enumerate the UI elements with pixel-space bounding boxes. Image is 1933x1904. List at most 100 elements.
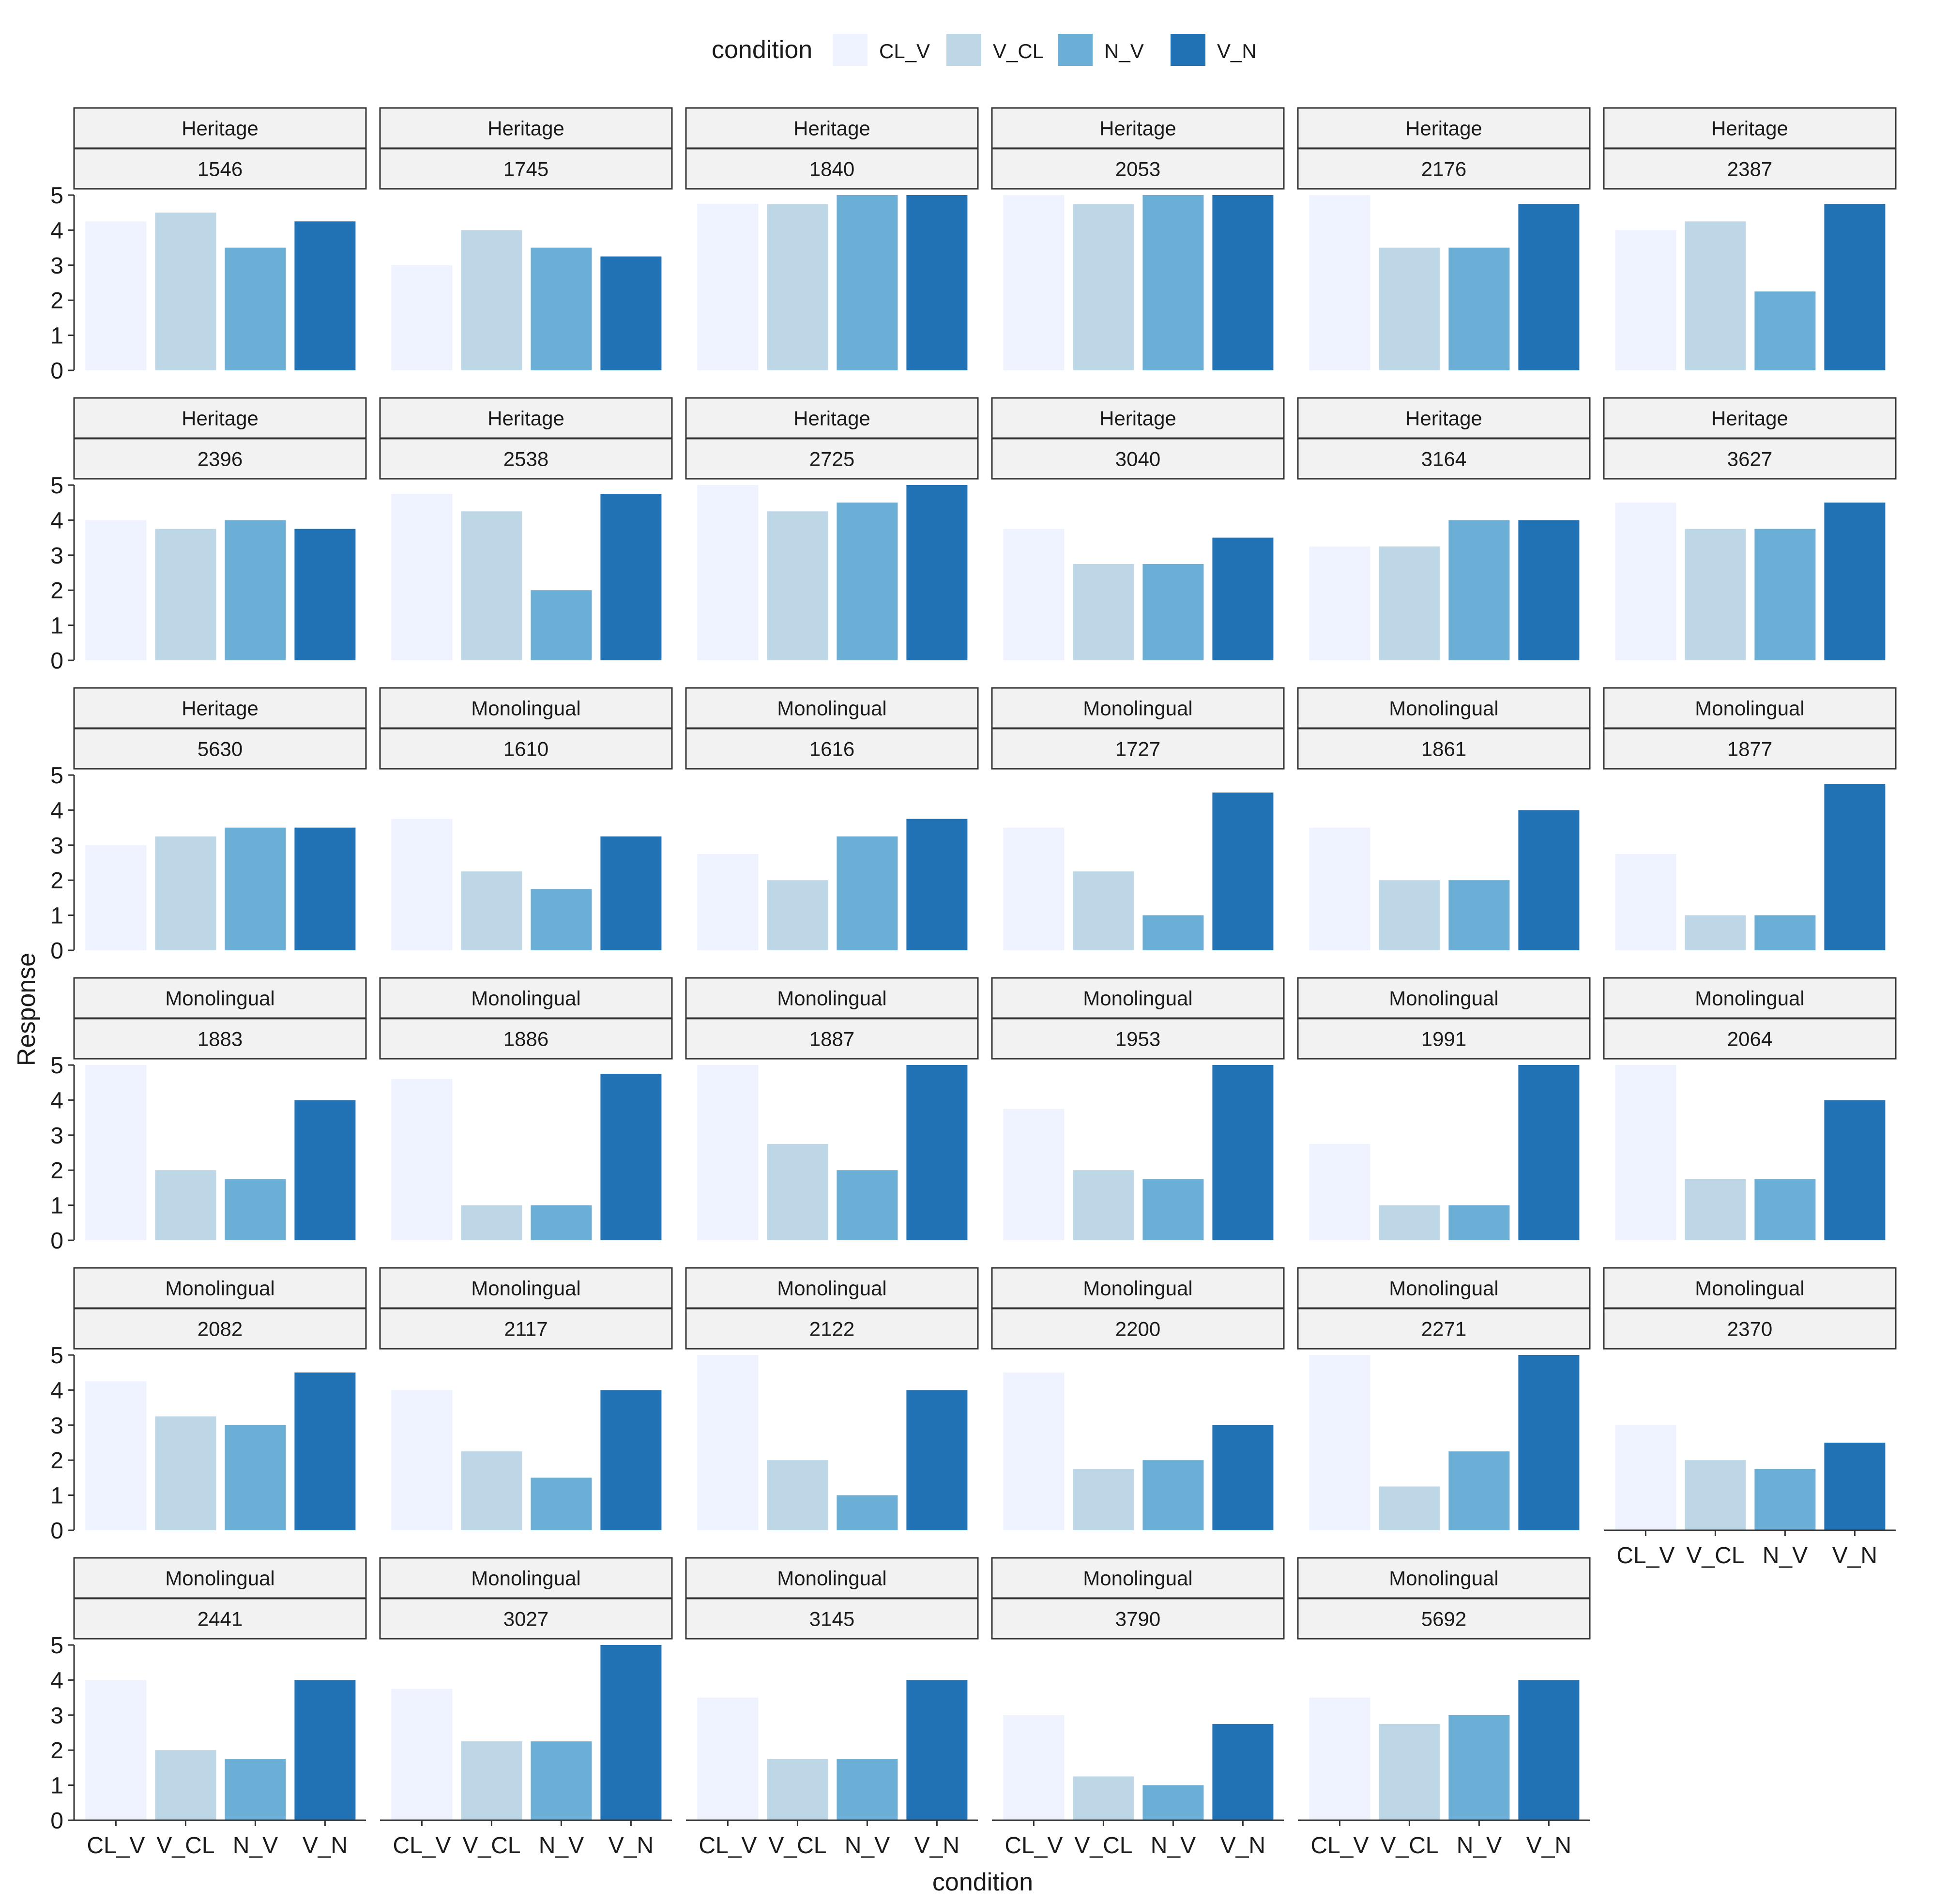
bar-2538-n-v (531, 590, 592, 660)
facet-group-label: Monolingual (165, 1567, 275, 1590)
facet-strip-group (379, 107, 673, 149)
facet-id-label: 3164 (1421, 448, 1466, 471)
x-tick-label: V_CL (768, 1833, 826, 1858)
y-tick-label: 0 (50, 648, 63, 674)
facet-strip-group (1297, 397, 1591, 439)
bar-1877-cl-v (1615, 853, 1676, 950)
facet-strip-group (991, 687, 1285, 729)
bar-1727-n-v (1142, 915, 1204, 950)
facet-panel-1953: Monolingual 1953 (991, 977, 1285, 1240)
facet-strip-id (1297, 728, 1591, 770)
facet-strip-id (685, 1018, 979, 1060)
facet-strip-id (991, 148, 1285, 190)
facet-strip-id (1297, 148, 1591, 190)
x-axis: CL_V V_CL N_V V_N (686, 1819, 978, 1858)
facet-panel-1616: Monolingual 1616 (685, 687, 979, 950)
bar-2387-n-v (1754, 291, 1816, 370)
bar-2117-cl-v (391, 1390, 453, 1530)
facet-id-label: 2117 (504, 1318, 548, 1340)
bar-2538-v-n (600, 494, 662, 660)
bar-1840-cl-v (697, 204, 759, 370)
bar-2117-n-v (531, 1478, 592, 1530)
bar-2725-n-v (837, 503, 898, 660)
facet-panel-2200: Monolingual 2200 (991, 1267, 1285, 1530)
facet-strip-group (685, 687, 979, 729)
facet-panel-5630: Heritage 5630 0 1 2 3 4 5 (50, 687, 367, 964)
legend-title: condition (712, 36, 812, 64)
bar-3164-cl-v (1309, 546, 1370, 660)
bar-1991-cl-v (1309, 1143, 1370, 1240)
facet-panel-2725: Heritage 2725 (685, 397, 979, 660)
bar-2387-cl-v (1615, 230, 1676, 370)
facet-group-label: Monolingual (1389, 697, 1499, 720)
x-tick-label: V_CL (462, 1833, 520, 1858)
legend-entry-v-cl: V_CL (946, 34, 1044, 66)
y-tick-label: 4 (50, 1378, 63, 1403)
facet-strip-group (1603, 1267, 1897, 1309)
bar-2053-n-v (1142, 195, 1204, 370)
bar-1883-cl-v (85, 1065, 147, 1240)
bar-3164-n-v (1448, 520, 1510, 660)
facet-strip-id (685, 1308, 979, 1350)
bar-1546-v-cl (155, 213, 216, 370)
y-tick-label: 3 (50, 543, 63, 569)
bar-2441-v-cl (155, 1750, 216, 1820)
facet-group-label: Heritage (487, 117, 564, 140)
facet-id-label: 3027 (503, 1608, 548, 1630)
bar-1886-cl-v (391, 1079, 453, 1240)
bar-1745-cl-v (391, 265, 453, 370)
bar-3164-v-cl (1379, 546, 1440, 660)
facet-strip-group (1297, 687, 1591, 729)
facet-strip-group (1297, 977, 1591, 1019)
facet-strip-id (1603, 728, 1897, 770)
facet-id-label: 2271 (1421, 1318, 1466, 1340)
y-tick-label: 2 (50, 1158, 63, 1184)
facet-group-label: Monolingual (471, 1567, 581, 1590)
bar-2200-v-n (1212, 1425, 1274, 1530)
facet-panel-2441: Monolingual 2441 0 1 2 3 4 5 CL_V V_CL N_V V_N (50, 1557, 367, 1858)
bar-3790-n-v (1142, 1785, 1204, 1820)
x-tick-label: N_V (233, 1833, 278, 1858)
bar-5692-v-n (1518, 1680, 1580, 1820)
facet-strip-group (991, 397, 1285, 439)
facet-panel-2117: Monolingual 2117 (379, 1267, 673, 1530)
facet-group-label: Heritage (1711, 407, 1788, 430)
facet-strip-id (73, 438, 367, 480)
facet-strip-id (1603, 1308, 1897, 1350)
y-tick-label: 3 (50, 1123, 63, 1149)
bar-1877-n-v (1754, 915, 1816, 950)
facet-strip-id (685, 1598, 979, 1640)
bar-1991-n-v (1448, 1205, 1510, 1240)
y-tick-label: 5 (50, 1633, 63, 1659)
x-tick-label: V_CL (156, 1833, 214, 1858)
facet-panel-2053: Heritage 2053 (991, 107, 1285, 370)
bar-3040-v-cl (1073, 564, 1134, 660)
facet-strip-id (1297, 1308, 1591, 1350)
facet-id-label: 2538 (503, 448, 548, 471)
bar-3027-v-n (600, 1645, 662, 1820)
legend-label: N_V (1104, 40, 1144, 62)
bar-2122-cl-v (697, 1355, 759, 1530)
x-tick-label: N_V (1763, 1543, 1808, 1569)
y-tick-label: 0 (50, 1228, 63, 1254)
bar-3790-cl-v (1003, 1715, 1065, 1820)
facet-panel-3040: Heritage 3040 (991, 397, 1285, 660)
bar-1861-cl-v (1309, 827, 1370, 950)
facet-group-label: Heritage (1099, 407, 1176, 430)
facet-panel-1861: Monolingual 1861 (1297, 687, 1591, 950)
y-axis: 0 1 2 3 4 5 (50, 1343, 75, 1544)
bar-2271-v-n (1518, 1355, 1580, 1530)
legend-entry-v-n: V_N (1171, 34, 1257, 66)
y-axis: 0 1 2 3 4 5 (50, 1633, 75, 1834)
facet-id-label: 5692 (1421, 1608, 1466, 1630)
y-tick-label: 2 (50, 1448, 63, 1474)
y-tick-label: 5 (50, 183, 63, 209)
bar-1887-v-cl (767, 1143, 828, 1240)
facet-id-label: 2396 (198, 448, 243, 471)
x-axis-title: condition (932, 1868, 1033, 1896)
facet-strip-group (1603, 687, 1897, 729)
facet-group-label: Heritage (1405, 117, 1482, 140)
facet-strip-group (379, 1557, 673, 1599)
legend-label: CL_V (879, 40, 930, 62)
x-tick-label: V_CL (1380, 1833, 1438, 1858)
